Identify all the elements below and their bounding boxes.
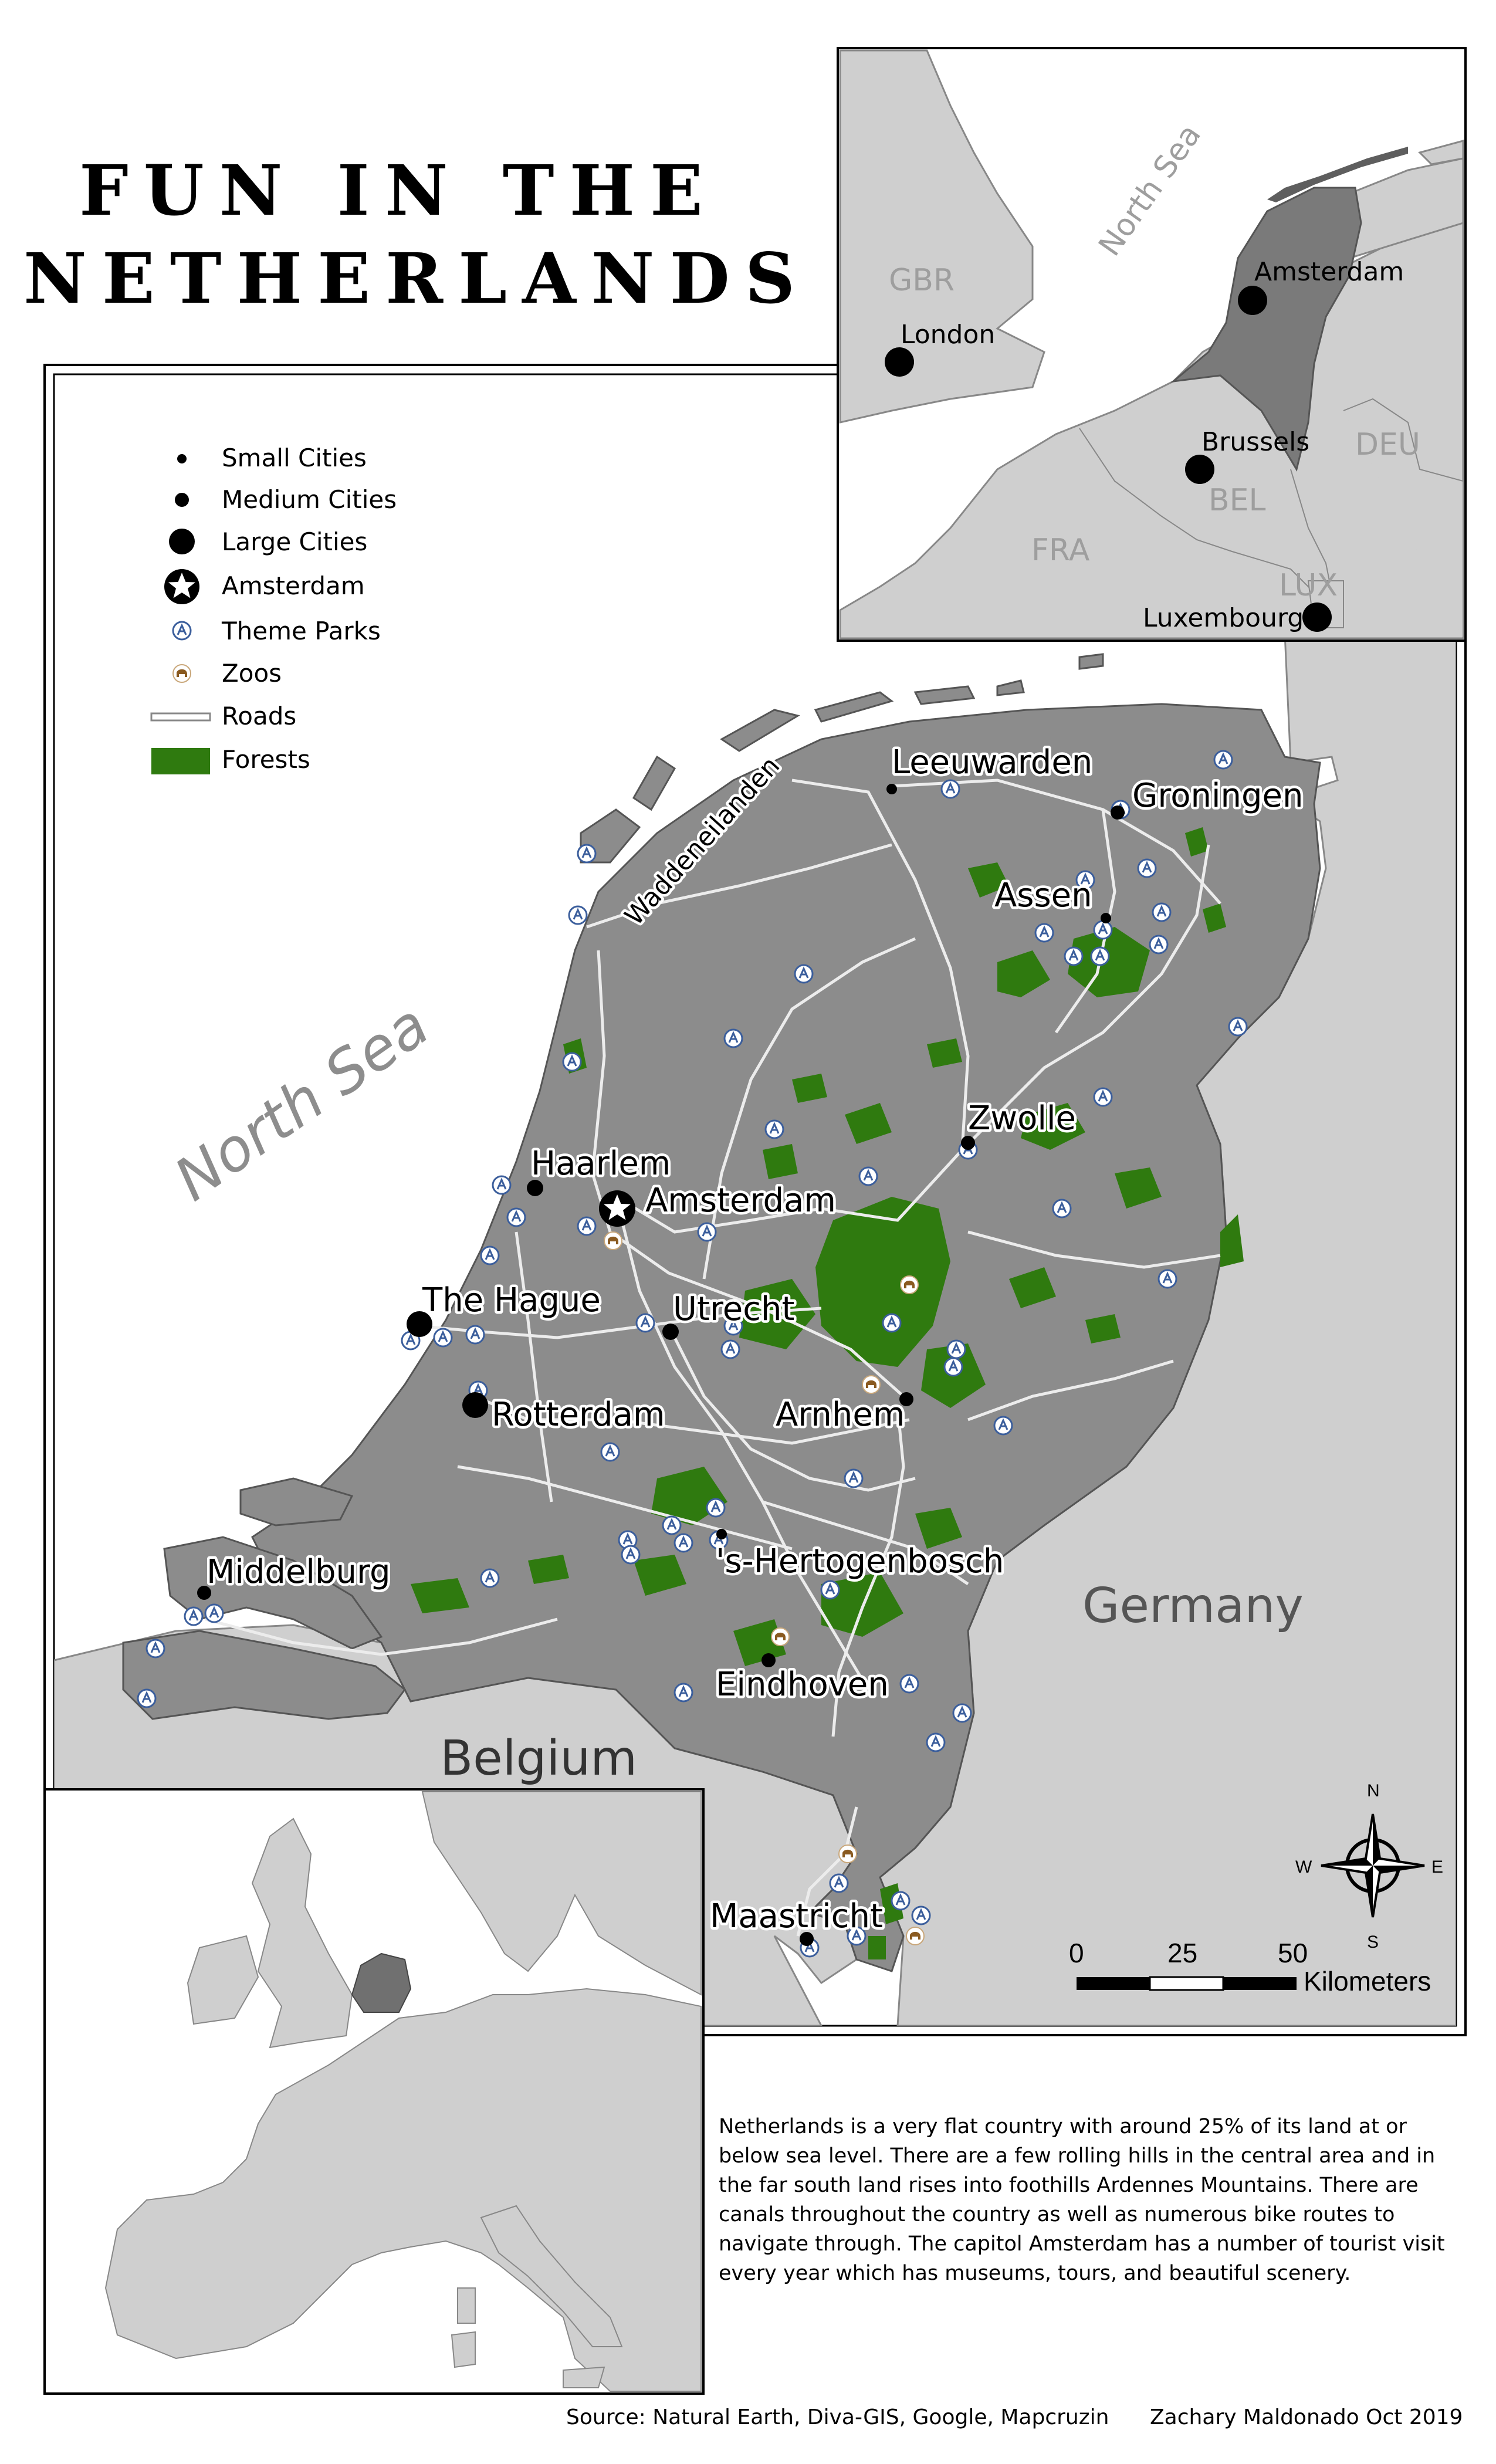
title-line-1: FUN IN THE — [79, 150, 718, 231]
legend: Small Cities Medium Cities Large Cities … — [150, 444, 397, 774]
legend-amsterdam: Amsterdam — [222, 571, 365, 600]
belgium-label: Belgium — [440, 1731, 637, 1786]
legend-forests: Forests — [222, 745, 310, 774]
city-label-s-hertogenbosch: 's-Hertogenbosch — [716, 1542, 1004, 1580]
city-label-arnhem: Arnhem — [776, 1396, 905, 1434]
title-line-2: NETHERLANDS — [23, 238, 811, 319]
capital-star-amsterdam — [599, 1190, 635, 1227]
compass-s: S — [1367, 1932, 1379, 1952]
city-label-groningen: Groningen — [1132, 777, 1303, 815]
inset-luxembourg-label: Luxembourg — [1143, 603, 1304, 633]
legend-large-cities: Large Cities — [222, 527, 367, 556]
city-label-assen: Assen — [994, 876, 1092, 915]
map-title: FUN IN THE NETHERLANDS — [23, 147, 845, 323]
scale-tick-25: 25 — [1167, 1938, 1197, 1968]
city-label-the-hague: The Hague — [422, 1281, 601, 1319]
inset-amsterdam-label: Amsterdam — [1254, 257, 1404, 287]
legend-forest-icon — [151, 748, 210, 774]
city-label-zwolle: Zwolle — [968, 1099, 1076, 1138]
scale-bar: 0 25 50 Kilometers — [1069, 1938, 1431, 1996]
legend-star-icon — [164, 569, 199, 604]
inset-lux-label: LUX — [1279, 568, 1338, 603]
legend-zoo-icon — [172, 664, 191, 683]
inset-london-label: London — [901, 320, 995, 350]
scale-tick-0: 0 — [1069, 1938, 1084, 1968]
inset-bel-label: BEL — [1209, 483, 1266, 518]
legend-medium-cities: Medium Cities — [222, 485, 397, 514]
compass-w: W — [1295, 1857, 1312, 1877]
legend-theme-park-icon — [172, 621, 192, 641]
city-label-rotterdam: Rotterdam — [492, 1396, 665, 1434]
compass-e: E — [1431, 1857, 1443, 1877]
compass-n: N — [1367, 1781, 1380, 1800]
inset-brussels-label: Brussels — [1201, 427, 1309, 457]
city-label-maastricht: Maastricht — [710, 1897, 883, 1935]
city-label-haarlem: Haarlem — [531, 1145, 671, 1183]
legend-roads: Roads — [222, 702, 296, 730]
inset-gbr-label: GBR — [889, 263, 955, 298]
scale-unit: Kilometers — [1304, 1966, 1431, 1996]
legend-theme-parks: Theme Parks — [221, 617, 381, 645]
footer-author: Zachary Maldonado Oct 2019 — [1150, 2405, 1463, 2429]
city-labels: Leeuwarden Groningen Assen Zwolle Haarle… — [204, 741, 1306, 1938]
city-label-amsterdam: Amsterdam — [645, 1182, 836, 1220]
legend-small-cities: Small Cities — [222, 444, 367, 472]
description-text: Netherlands is a very flat country with … — [719, 2115, 1445, 2285]
inset-deu-label: DEU — [1355, 427, 1420, 462]
footer-source: Source: Natural Earth, Diva-GIS, Google,… — [566, 2405, 1109, 2429]
city-label-leeuwarden: Leeuwarden — [892, 743, 1092, 781]
city-label-eindhoven: Eindhoven — [716, 1666, 889, 1704]
city-label-middelburg: Middelburg — [207, 1553, 391, 1591]
scale-tick-50: 50 — [1278, 1938, 1308, 1968]
inset-fra-label: FRA — [1031, 533, 1090, 568]
inset-region-map: North Sea GBR DEU BEL FRA LUX London Ams… — [837, 47, 1467, 642]
legend-zoos: Zoos — [222, 659, 282, 688]
germany-label: Germany — [1082, 1578, 1304, 1634]
inset-europe-map — [43, 1788, 705, 2395]
compass-rose: N S E W — [1295, 1781, 1443, 1952]
city-label-utrecht: Utrecht — [673, 1290, 794, 1328]
legend-road-icon — [150, 712, 211, 722]
city-markers — [197, 784, 1125, 1946]
